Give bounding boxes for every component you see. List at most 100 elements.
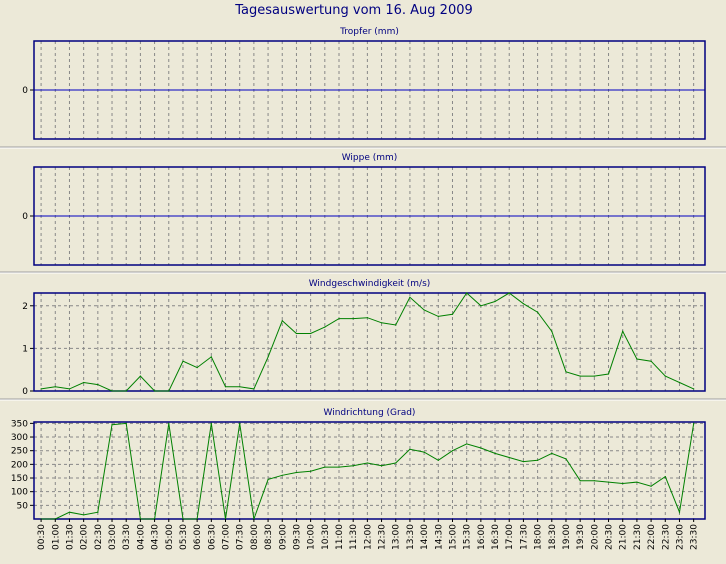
y-tick-label: 250 (11, 447, 28, 457)
x-tick-label: 07:00 (222, 524, 232, 550)
x-tick-label: 22:30 (661, 524, 671, 550)
x-tick-label: 12:00 (363, 524, 373, 550)
x-tick-label: 23:00 (676, 524, 686, 550)
data-point (338, 466, 340, 468)
data-point (111, 424, 113, 426)
data-point (607, 373, 610, 375)
data-point (352, 318, 354, 320)
data-point (210, 356, 212, 358)
data-point (508, 292, 510, 294)
data-point (693, 422, 695, 424)
plot-area (34, 422, 705, 519)
x-tick-label: 17:00 (505, 524, 515, 550)
data-point (437, 315, 439, 317)
data-point (381, 322, 383, 324)
data-point (381, 465, 383, 467)
data-point (281, 320, 283, 322)
x-tick-label: 15:00 (449, 524, 459, 550)
x-tick-label: 13:30 (406, 524, 416, 550)
x-tick-label: 20:30 (605, 524, 615, 550)
data-point (551, 452, 553, 454)
data-point (522, 303, 525, 305)
data-point (437, 459, 439, 461)
plot-frame (33, 40, 706, 140)
y-tick-label: 300 (11, 433, 28, 443)
data-point (466, 292, 468, 294)
data-point (168, 390, 170, 392)
data-point (97, 384, 99, 386)
data-point (622, 482, 624, 485)
x-tick-label: 01:30 (66, 524, 76, 550)
x-tick-label: 21:00 (619, 524, 629, 550)
x-tick-label: 02:30 (94, 524, 104, 550)
x-tick-label: 16:00 (477, 524, 487, 550)
data-point (295, 332, 297, 335)
data-point (324, 466, 326, 468)
y-tick-label: 200 (11, 460, 28, 470)
chart-title: Windgeschwindigkeit (m/s) (309, 279, 431, 289)
x-tick-label: 15:30 (463, 524, 473, 550)
x-tick-label: 23:30 (690, 524, 700, 550)
x-tick-label: 10:00 (307, 524, 317, 550)
x-tick-label: 05:00 (165, 524, 175, 550)
x-tick-label: 14:00 (420, 524, 430, 550)
data-point (565, 371, 567, 373)
plot-area (34, 293, 705, 391)
x-tick-label: 07:30 (236, 524, 246, 550)
data-point (154, 390, 156, 392)
x-tick-label: 04:00 (136, 524, 146, 550)
x-tick-label: 18:00 (534, 524, 544, 550)
data-point (678, 511, 681, 513)
data-point (494, 300, 496, 303)
data-point (622, 330, 624, 332)
data-point (451, 313, 454, 315)
chart-title: Tropfer (mm) (339, 27, 399, 37)
data-point (111, 390, 113, 392)
data-point (693, 388, 695, 390)
x-tick-label: 14:30 (434, 524, 444, 550)
x-tick-label: 22:00 (647, 524, 657, 550)
data-point (83, 514, 85, 516)
x-tick-label: 03:30 (122, 524, 132, 550)
x-tick-label: 02:00 (80, 524, 90, 550)
y-tick-label: 350 (11, 419, 28, 429)
x-tick-label: 06:30 (207, 524, 217, 550)
x-axis-labels: 00:30 01:00 01:30 02:00 02:30 03:00 03:30 04:00… (37, 519, 700, 550)
data-point (267, 356, 269, 358)
x-tick-label: 05:30 (179, 524, 189, 550)
x-tick-label: 09:30 (292, 524, 302, 550)
data-point (281, 474, 283, 476)
chart-title: Wippe (mm) (342, 153, 398, 163)
data-point (409, 296, 411, 298)
data-point (522, 461, 525, 463)
data-point (409, 448, 411, 450)
x-tick-label: 19:00 (562, 524, 572, 550)
page-title: Tagesauswertung vom 16. Aug 2009 (234, 3, 473, 18)
data-point (551, 330, 553, 332)
x-tick-label: 19:30 (576, 524, 586, 550)
data-point (295, 471, 297, 474)
data-point (68, 511, 71, 513)
data-point (607, 481, 610, 483)
data-point (182, 360, 184, 362)
x-tick-label: 11:30 (349, 524, 359, 550)
chart-panel-wippe: Wippe (mm) 0 (0, 153, 726, 274)
x-tick-label: 13:00 (392, 524, 402, 550)
data-point (423, 309, 425, 311)
data-point (239, 422, 241, 424)
data-point (593, 375, 595, 377)
x-tick-label: 06:00 (193, 524, 203, 550)
data-point (54, 386, 56, 388)
data-point (196, 367, 198, 369)
data-point (636, 358, 638, 360)
data-point (650, 360, 652, 362)
data-point (636, 481, 638, 483)
data-point (395, 324, 397, 326)
x-tick-label: 17:30 (519, 524, 529, 550)
y-tick-label: 100 (11, 488, 28, 498)
x-tick-label: 01:00 (51, 524, 61, 550)
data-point (253, 388, 255, 390)
data-point (352, 465, 354, 467)
data-point (480, 447, 482, 449)
data-point (466, 443, 468, 445)
